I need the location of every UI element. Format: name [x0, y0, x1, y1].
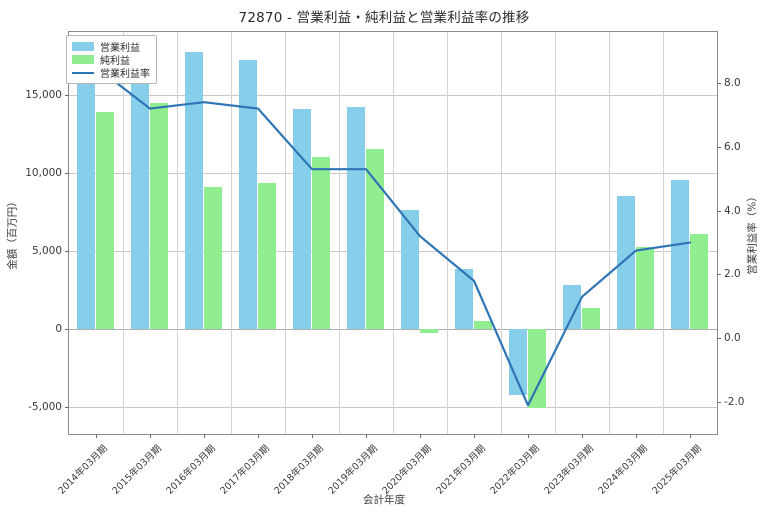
- y-axis-right-tickmark: [717, 210, 721, 212]
- gridline-vertical: [663, 32, 664, 434]
- y-axis-left-tick-label: -5,000: [28, 401, 62, 414]
- x-axis-tickmark: [582, 434, 583, 438]
- legend-color-swatch: [72, 42, 94, 51]
- bar-operating-profit: [76, 77, 95, 330]
- y-axis-left-tick-label: 10,000: [25, 166, 62, 179]
- bar-operating-profit: [562, 284, 581, 330]
- legend-item[interactable]: 営業利益: [72, 40, 150, 54]
- y-axis-right-tickmark: [717, 274, 721, 276]
- x-axis-tick-label: 2018年03月期: [272, 443, 326, 497]
- x-axis-tickmark: [528, 434, 529, 438]
- bar-operating-profit: [454, 268, 473, 330]
- bar-net-profit: [528, 329, 547, 409]
- legend-item-label: 営業利益率: [100, 69, 150, 80]
- x-axis-tick-label: 2015年03月期: [110, 443, 164, 497]
- bar-net-profit: [690, 233, 709, 330]
- x-axis-tick-label: 2025年03月期: [650, 443, 704, 497]
- y-axis-left-label: 金額（百万円）: [6, 196, 19, 270]
- bar-net-profit: [150, 103, 169, 330]
- bar-net-profit: [258, 182, 277, 330]
- x-axis-tick-label: 2016年03月期: [164, 443, 218, 497]
- legend-item[interactable]: 純利益: [72, 53, 150, 67]
- bar-net-profit: [420, 329, 439, 334]
- y-axis-right-tickmark: [717, 83, 721, 85]
- y-axis-right-tick-label: -2.0: [724, 396, 745, 409]
- gridline-vertical: [339, 32, 340, 434]
- x-axis-tick-label: 2021年03月期: [434, 443, 488, 497]
- bar-net-profit: [474, 321, 493, 330]
- chart-legend: 営業利益純利益営業利益率: [66, 35, 157, 84]
- bar-net-profit: [636, 247, 655, 330]
- y-axis-left-tickmark: [65, 172, 69, 174]
- legend-item-label: 営業利益: [100, 43, 140, 54]
- x-axis-tickmark: [366, 434, 367, 438]
- bar-operating-profit: [346, 107, 365, 330]
- gridline-vertical: [447, 32, 448, 434]
- bar-operating-profit: [508, 329, 527, 395]
- y-axis-left-tickmark: [65, 250, 69, 252]
- x-axis-tickmark: [204, 434, 205, 438]
- legend-line-marker: [72, 68, 94, 77]
- gridline-vertical: [555, 32, 556, 434]
- bar-net-profit: [312, 157, 331, 330]
- gridline-vertical: [177, 32, 178, 434]
- gridline-vertical: [393, 32, 394, 434]
- gridline-vertical: [231, 32, 232, 434]
- x-axis-tick-label: 2020年03月期: [380, 443, 434, 497]
- x-axis-tickmark: [474, 434, 475, 438]
- gridline-vertical: [609, 32, 610, 434]
- x-axis-tickmark: [96, 434, 97, 438]
- bar-net-profit: [582, 308, 601, 330]
- y-axis-right-tick-label: 0.0: [724, 332, 741, 345]
- x-axis-tick-label: 2017年03月期: [218, 443, 272, 497]
- x-axis-tickmark: [420, 434, 421, 438]
- y-axis-right-tick-label: 2.0: [724, 268, 741, 281]
- y-axis-right-tick-label: 8.0: [724, 77, 741, 90]
- x-axis-tickmark: [636, 434, 637, 438]
- bar-operating-profit: [238, 60, 257, 330]
- y-axis-right-tick-label: 4.0: [724, 204, 741, 217]
- plot-area: 15,000 10,000 5,000 0 -5,000 8.0 6.0 4.0 2.0 0.0…: [25, 31, 745, 497]
- x-axis-tick-label: 2024年03月期: [596, 443, 650, 497]
- y-axis-left-tickmark: [65, 94, 69, 96]
- legend-color-swatch: [72, 55, 94, 64]
- bar-net-profit: [366, 148, 385, 330]
- y-axis-right-tick-label: 6.0: [724, 140, 741, 153]
- y-axis-right-tickmark: [717, 338, 721, 340]
- bar-net-profit: [204, 186, 223, 330]
- y-axis-left-tick-label: 0: [55, 323, 62, 336]
- legend-item[interactable]: 営業利益率: [72, 66, 150, 80]
- y-axis-left-tickmark: [65, 407, 69, 409]
- y-axis-right-tickmark: [717, 146, 721, 148]
- bar-operating-profit: [616, 196, 635, 330]
- bar-operating-profit: [184, 52, 203, 330]
- line-series-layer: [94, 65, 692, 407]
- gridline-vertical: [285, 32, 286, 434]
- x-axis-tickmark: [312, 434, 313, 438]
- gridline-vertical: [501, 32, 502, 434]
- x-axis-tick-label: 2014年03月期: [56, 443, 110, 497]
- x-axis-tickmark: [690, 434, 691, 438]
- legend-item-label: 純利益: [100, 56, 130, 67]
- x-axis-tick-label: 2022年03月期: [488, 443, 542, 497]
- bar-net-profit: [96, 111, 115, 330]
- bar-operating-profit: [130, 74, 149, 330]
- line-operating-margin: [94, 65, 692, 407]
- x-axis-tickmark: [150, 434, 151, 438]
- bar-operating-profit: [670, 179, 689, 330]
- y-axis-left-tickmark: [65, 329, 69, 331]
- y-axis-left-tick-label: 5,000: [31, 244, 62, 257]
- x-axis-label: 会計年度: [363, 494, 405, 506]
- x-axis-tickmark: [258, 434, 259, 438]
- x-axis-tick-label: 2023年03月期: [542, 443, 596, 497]
- y-axis-right-tickmark: [717, 402, 721, 404]
- plot-inner: [69, 32, 717, 434]
- y-axis-left-tick-label: 15,000: [25, 88, 62, 101]
- gridline-vertical: [123, 32, 124, 434]
- chart-title: 72870 - 営業利益・純利益と営業利益率の推移: [238, 10, 530, 26]
- x-axis-tick-label: 2019年03月期: [326, 443, 380, 497]
- y-axis-right-label: 営業利益率（%）: [746, 191, 759, 275]
- bar-operating-profit: [400, 210, 419, 330]
